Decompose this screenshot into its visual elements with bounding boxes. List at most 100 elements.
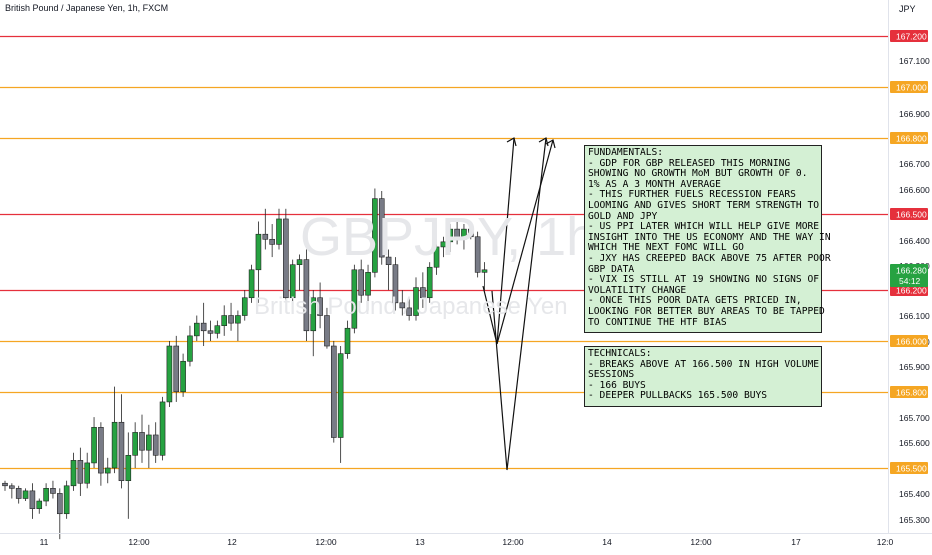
candle-body	[406, 307, 412, 316]
candle[interactable]	[241, 290, 248, 321]
candle[interactable]	[481, 262, 488, 291]
candle[interactable]	[433, 239, 440, 275]
projection-path-3[interactable]	[496, 139, 554, 345]
candle[interactable]	[221, 305, 227, 336]
candle[interactable]	[399, 290, 406, 316]
candle[interactable]	[454, 221, 460, 245]
candle[interactable]	[426, 262, 433, 303]
level-price-tag[interactable]	[890, 208, 928, 220]
level-price-tag[interactable]	[890, 335, 928, 347]
candle[interactable]	[173, 335, 180, 402]
candle-body	[372, 198, 378, 273]
candle[interactable]	[180, 353, 186, 397]
technicals-note[interactable]: TECHNICALS: - BREAKS ABOVE AT 166.500 IN…	[584, 346, 822, 407]
price-tick-label: 166.700	[899, 159, 930, 169]
candle[interactable]	[77, 447, 84, 496]
candle[interactable]	[385, 249, 392, 291]
candle-body	[214, 325, 221, 334]
candle[interactable]	[139, 414, 145, 463]
price-tick-label: 165.300	[899, 515, 930, 525]
candle[interactable]	[474, 231, 481, 278]
level-price-tag[interactable]	[890, 462, 928, 474]
candle[interactable]	[111, 386, 118, 474]
candle-body	[317, 297, 323, 316]
candle-body	[70, 460, 77, 487]
candle[interactable]	[413, 277, 419, 321]
candle[interactable]	[310, 290, 317, 357]
candle[interactable]	[228, 302, 234, 331]
candle[interactable]	[248, 264, 255, 303]
candle[interactable]	[63, 480, 70, 519]
candle[interactable]	[276, 208, 282, 250]
candle[interactable]	[296, 254, 303, 291]
candle[interactable]	[324, 307, 330, 349]
candle[interactable]	[118, 394, 125, 489]
level-price-tag[interactable]	[890, 30, 928, 42]
candle[interactable]	[9, 483, 15, 499]
candle[interactable]	[43, 483, 49, 507]
candle[interactable]	[344, 320, 351, 359]
candle[interactable]	[214, 320, 221, 339]
time-tick-label: 12:00	[690, 537, 712, 547]
candle[interactable]	[36, 498, 43, 514]
candle[interactable]	[152, 422, 159, 463]
candle[interactable]	[461, 224, 467, 250]
candle[interactable]	[98, 422, 104, 486]
level-price-tag[interactable]	[890, 132, 928, 144]
candle[interactable]	[337, 346, 344, 463]
projection-path-1[interactable]	[482, 137, 515, 345]
candle[interactable]	[200, 302, 207, 347]
candle[interactable]	[317, 282, 323, 329]
candle[interactable]	[365, 264, 371, 311]
current-price-tag[interactable]	[890, 264, 928, 287]
candle[interactable]	[358, 259, 365, 303]
price-tick-label: 165.600	[899, 438, 930, 448]
candle[interactable]	[283, 208, 289, 303]
candle[interactable]	[15, 485, 22, 504]
candle[interactable]	[91, 417, 97, 468]
time-tick-label: 12	[227, 537, 237, 547]
level-price-tag[interactable]	[890, 386, 928, 398]
candle[interactable]	[187, 325, 193, 367]
candle[interactable]	[330, 340, 337, 443]
candle[interactable]	[70, 452, 77, 491]
candle[interactable]	[303, 249, 310, 341]
candle[interactable]	[440, 236, 447, 258]
candle[interactable]	[104, 457, 111, 484]
candle[interactable]	[262, 208, 269, 250]
candle[interactable]	[372, 188, 378, 278]
candle[interactable]	[406, 297, 412, 321]
candle[interactable]	[22, 488, 29, 502]
candle[interactable]	[159, 396, 166, 461]
candle[interactable]	[56, 488, 63, 540]
candle-body	[289, 264, 296, 299]
candle[interactable]	[392, 257, 399, 311]
candle[interactable]	[146, 424, 152, 468]
candle[interactable]	[84, 452, 90, 489]
candle[interactable]	[420, 272, 426, 308]
price-tick-label: 165.900	[899, 362, 930, 372]
level-price-tag[interactable]	[890, 81, 928, 93]
candle[interactable]	[235, 310, 241, 341]
candle[interactable]	[351, 264, 358, 334]
projection-path-2[interactable]	[491, 137, 547, 471]
candle[interactable]	[132, 422, 138, 468]
candle-body	[139, 432, 145, 451]
candle[interactable]	[467, 221, 474, 240]
candle[interactable]	[50, 480, 56, 499]
candle[interactable]	[2, 480, 8, 491]
candle[interactable]	[194, 315, 200, 341]
candle[interactable]	[207, 320, 214, 341]
candle[interactable]	[166, 340, 173, 408]
candle[interactable]	[125, 432, 132, 519]
candle[interactable]	[447, 224, 454, 252]
candle[interactable]	[269, 224, 275, 258]
candle[interactable]	[255, 221, 262, 303]
candle[interactable]	[29, 483, 36, 519]
candle[interactable]	[289, 259, 296, 311]
candle-body	[43, 488, 49, 502]
fundamentals-note[interactable]: FUNDAMENTALS: - GDP FOR GBP RELEASED THI…	[584, 145, 831, 333]
candle[interactable]	[378, 191, 385, 265]
